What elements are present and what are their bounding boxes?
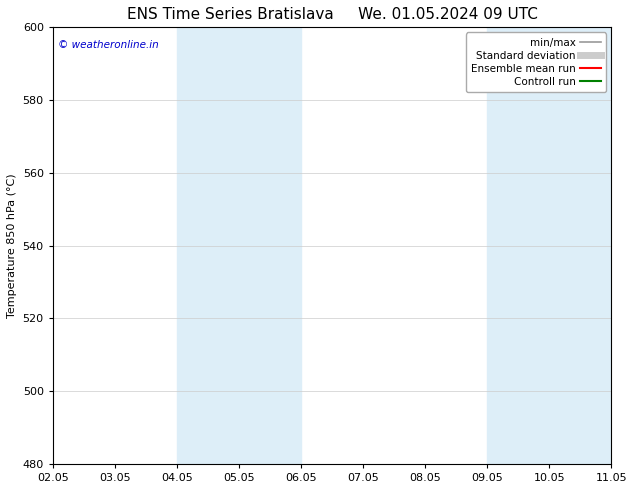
Bar [177, 27, 301, 464]
Y-axis label: Temperature 850 hPa (°C): Temperature 850 hPa (°C) [7, 173, 17, 318]
Text: © weatheronline.in: © weatheronline.in [58, 40, 159, 50]
Title: ENS Time Series Bratislava     We. 01.05.2024 09 UTC: ENS Time Series Bratislava We. 01.05.202… [127, 7, 538, 22]
Bar [487, 27, 611, 464]
Legend: min/max, Standard deviation, Ensemble mean run, Controll run: min/max, Standard deviation, Ensemble me… [466, 32, 606, 92]
